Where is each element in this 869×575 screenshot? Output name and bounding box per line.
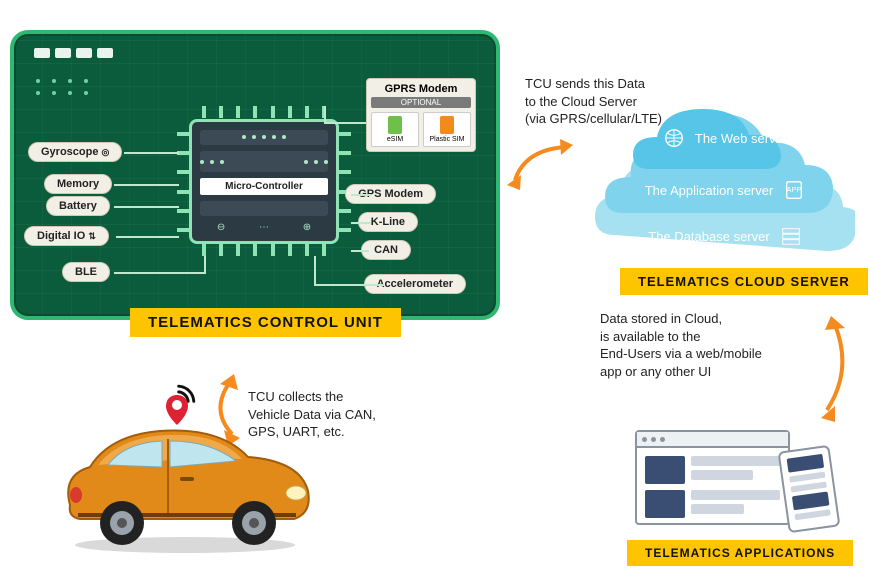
apps-section-title: TELEMATICS APPLICATIONS (627, 540, 853, 566)
cloud-layer-app: The Application server APP (595, 171, 855, 209)
car-icon (50, 395, 320, 555)
gprs-subtitle: OPTIONAL (371, 97, 471, 108)
pill-battery: Battery (46, 196, 110, 216)
cloud-layer-db: The Database server (595, 217, 855, 255)
tcu-section-title: TELEMATICS CONTROL UNIT (130, 308, 401, 337)
app-icon: APP (783, 179, 805, 201)
pill-gyroscope: Gyroscope ◎ (28, 142, 122, 162)
pill-memory: Memory (44, 174, 112, 194)
arrow-cloud-to-apps-icon (805, 310, 860, 435)
pill-digital-io: Digital IO ⇅ (24, 226, 109, 246)
chip-pins-bottom (202, 244, 326, 256)
led-indicator-bar (34, 48, 113, 58)
globe-icon (663, 127, 685, 149)
gprs-modem-box: GPRS Modem OPTIONAL eSIM Plastic SIM (366, 78, 476, 152)
esim-icon: eSIM (371, 112, 419, 147)
pill-ble: BLE (62, 262, 110, 282)
arrow-tcu-to-cloud-icon (505, 135, 585, 200)
tcu-panel: Micro-Controller ⊖⋯⊕ Gyroscope ◎ Memory … (10, 30, 500, 320)
cloud-server: The Web server The Application server AP… (595, 105, 855, 270)
cloud-section-title: TELEMATICS CLOUD SERVER (620, 268, 868, 295)
chip-pins-left (177, 132, 189, 232)
database-icon (780, 225, 802, 247)
browser-mockup-icon (635, 430, 790, 525)
vehicle (50, 395, 350, 565)
pcb-vias (36, 79, 90, 95)
plastic-sim-icon: Plastic SIM (423, 112, 471, 147)
telematics-apps (625, 430, 845, 530)
note-cloud-to-apps: Data stored in Cloud, is available to th… (600, 310, 762, 380)
gprs-title: GPRS Modem (371, 83, 471, 95)
svg-text:APP: APP (787, 185, 802, 194)
phone-mockup-icon (778, 445, 841, 533)
chip-label: Micro-Controller (200, 178, 328, 195)
chip-pins-top (202, 106, 326, 118)
cloud-layer-web: The Web server (595, 119, 855, 157)
chip-pins-right (339, 132, 351, 232)
microcontroller-chip: Micro-Controller ⊖⋯⊕ (189, 119, 339, 244)
